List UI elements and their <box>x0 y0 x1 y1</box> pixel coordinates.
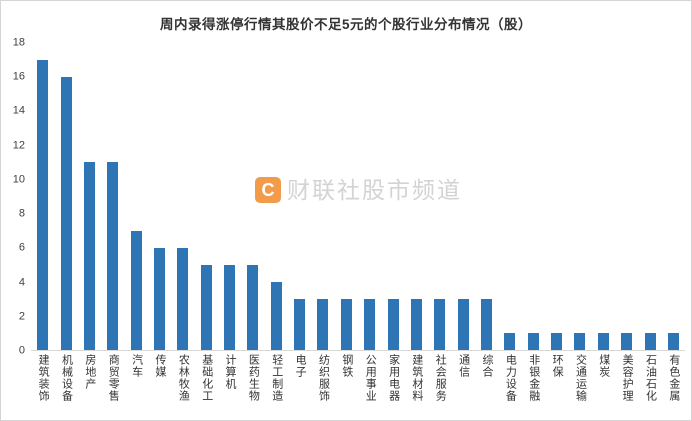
bar <box>597 332 609 350</box>
bar-group: 商贸零售 <box>101 43 124 402</box>
bar-group: 有色金属 <box>662 43 685 402</box>
bars: 建筑装饰 机械设备 房地产 商贸零售 汽车 传媒 农林牧渔 基础化工 计算机 医药生物 轻工制造 电子… <box>31 43 685 402</box>
x-axis-label: 医药生物 <box>247 354 260 402</box>
bar-group: 医药生物 <box>241 43 264 402</box>
y-tick-label: 18 <box>12 36 25 49</box>
x-axis-label: 钢铁 <box>340 354 353 378</box>
bar <box>481 298 492 350</box>
bar-group: 电子 <box>288 43 311 378</box>
y-tick-label: 14 <box>12 104 25 117</box>
x-axis-label: 综合 <box>481 354 493 378</box>
bar <box>200 264 212 350</box>
bar <box>270 281 282 350</box>
x-axis-label: 基础化工 <box>200 354 213 402</box>
bar-group: 电力设备 <box>498 43 521 402</box>
bar-group: 通信 <box>451 43 474 378</box>
bar <box>621 332 633 350</box>
bar-group: 轻工制造 <box>265 43 288 402</box>
x-axis-label: 商贸零售 <box>107 354 120 402</box>
bar-group: 机械设备 <box>54 43 77 402</box>
x-axis-label: 煤炭 <box>597 354 610 378</box>
y-tick-label: 4 <box>18 276 25 289</box>
y-tick-label: 6 <box>18 241 25 254</box>
bar <box>60 77 72 350</box>
bar <box>434 298 446 350</box>
bar <box>224 264 236 350</box>
y-tick-label: 0 <box>18 344 25 357</box>
bar-group: 建筑装饰 <box>31 43 54 402</box>
x-axis-label: 电子 <box>294 354 307 378</box>
bar <box>247 264 259 350</box>
bar <box>667 332 679 350</box>
y-tick-label: 2 <box>18 310 25 323</box>
x-axis-label: 电力设备 <box>504 354 517 402</box>
bar <box>387 298 399 350</box>
bar-group: 基础化工 <box>195 43 218 402</box>
bar-group: 房地产 <box>78 43 101 390</box>
x-axis-label: 房地产 <box>83 354 96 390</box>
x-axis-label: 公用事业 <box>364 354 377 402</box>
y-axis: 0 2 4 6 8 10 12 14 16 18 <box>1 37 27 356</box>
bar <box>177 247 189 350</box>
y-tick-label: 16 <box>12 70 25 83</box>
bar-group: 非银金融 <box>522 43 545 402</box>
bar <box>504 332 516 350</box>
bar-group: 交通运输 <box>568 43 591 402</box>
bar <box>130 230 142 350</box>
bar-group: 钢铁 <box>335 43 358 378</box>
y-tick-label: 10 <box>12 173 25 186</box>
x-axis-label: 传媒 <box>153 354 166 378</box>
x-axis-label: 交通运输 <box>574 354 587 402</box>
y-tick-label: 12 <box>12 139 25 152</box>
bar <box>410 298 422 350</box>
bar-group: 建筑材料 <box>405 43 428 402</box>
bar-group: 环保 <box>545 43 568 378</box>
x-axis-label: 纺织服饰 <box>317 354 330 402</box>
bar-group: 汽车 <box>124 43 147 378</box>
bar <box>153 247 165 350</box>
bar-group: 社会服务 <box>428 43 451 402</box>
bar-group: 传媒 <box>148 43 171 378</box>
bar <box>457 298 469 350</box>
bar <box>340 298 352 350</box>
bar-group: 美容护理 <box>615 43 638 402</box>
bar <box>317 298 329 350</box>
bar-group: 家用电器 <box>381 43 404 402</box>
chart-title: 周内录得涨停行情其股价不足5元的个股行业分布情况（股） <box>159 17 532 32</box>
x-axis-label: 社会服务 <box>434 354 447 402</box>
y-tick-label: 8 <box>18 207 25 220</box>
x-axis-label: 非银金融 <box>527 354 540 402</box>
bar-group: 公用事业 <box>358 43 381 402</box>
bar <box>551 332 563 350</box>
bar <box>527 332 539 350</box>
bar <box>644 332 656 350</box>
x-axis-label: 汽车 <box>130 354 143 378</box>
x-axis-label: 计算机 <box>224 354 237 390</box>
x-axis-label: 有色金属 <box>667 354 680 402</box>
bar-group: 综合 <box>475 43 498 378</box>
bar-group: 计算机 <box>218 43 241 390</box>
x-axis-label: 农林牧渔 <box>177 354 190 402</box>
bar-group: 煤炭 <box>592 43 615 378</box>
x-axis-label: 美容护理 <box>621 354 634 402</box>
bar <box>574 332 586 350</box>
x-axis-label: 通信 <box>457 354 470 378</box>
plot-area: 建筑装饰 机械设备 房地产 商贸零售 汽车 传媒 农林牧渔 基础化工 计算机 医药生物 轻工制造 电子… <box>31 43 685 402</box>
x-axis-label: 家用电器 <box>387 354 400 402</box>
x-axis-label: 机械设备 <box>60 354 73 402</box>
x-axis-label: 建筑材料 <box>410 354 423 402</box>
bar <box>294 298 306 350</box>
bar <box>37 60 49 350</box>
bar <box>83 162 95 350</box>
bar <box>364 298 376 350</box>
x-axis-label: 轻工制造 <box>270 354 283 402</box>
bar-group: 纺织服饰 <box>311 43 334 402</box>
x-axis-label: 建筑装饰 <box>37 354 50 402</box>
bar-group: 石油石化 <box>638 43 661 402</box>
x-axis-label: 石油石化 <box>644 354 657 402</box>
bar <box>107 162 119 350</box>
x-axis-label: 环保 <box>551 354 564 378</box>
bar-group: 农林牧渔 <box>171 43 194 402</box>
